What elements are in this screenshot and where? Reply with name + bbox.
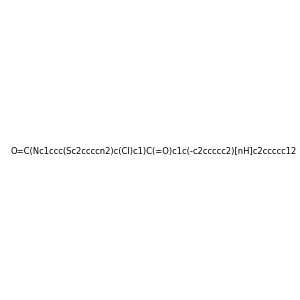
Text: O=C(Nc1ccc(Sc2ccccn2)c(Cl)c1)C(=O)c1c(-c2ccccc2)[nH]c2ccccc12: O=C(Nc1ccc(Sc2ccccn2)c(Cl)c1)C(=O)c1c(-c… [11,147,297,156]
